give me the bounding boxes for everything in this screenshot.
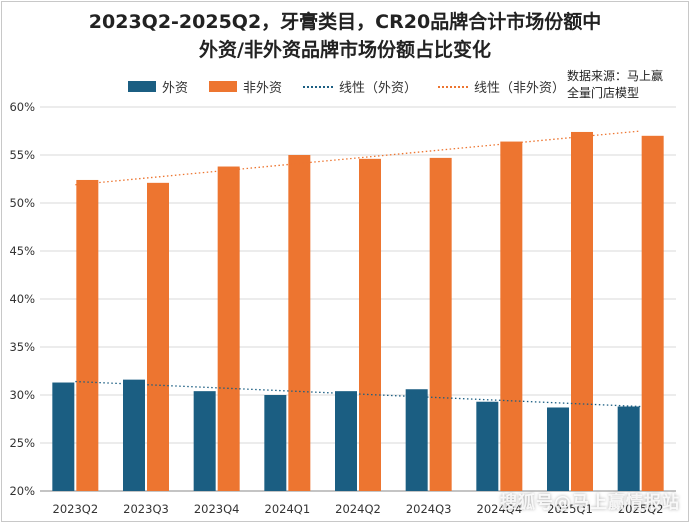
legend-label-trend-domestic: 线性（非外资）: [474, 81, 566, 96]
x-tick-label: 2024Q2: [335, 502, 381, 516]
bar-foreign: [193, 391, 216, 491]
bar-domestic: [500, 141, 523, 491]
bar-domestic: [147, 182, 169, 491]
bar-foreign: [335, 391, 357, 491]
legend-line-trend-foreign: [303, 85, 333, 88]
bar-domestic: [359, 158, 381, 491]
y-tick-label: 35%: [9, 340, 35, 354]
legend-item-trend-foreign: 线性（外资）: [303, 77, 417, 96]
y-tick-label: 45%: [9, 244, 35, 258]
title-line-1: 2023Q2-2025Q2，牙膏类目，CR20品牌合计市场份额中: [88, 11, 602, 33]
source-line-1: 数据来源：马上赢: [567, 69, 664, 83]
legend-item-foreign: 外资: [128, 77, 188, 96]
x-tick-label: 2023Q4: [194, 502, 240, 516]
x-tick-label: 2023Q2: [53, 502, 99, 516]
bar-foreign: [405, 389, 428, 491]
x-tick-label: 2023Q3: [123, 502, 169, 516]
legend-swatch-foreign: [128, 81, 156, 92]
bar-foreign: [547, 407, 569, 491]
x-tick-label: 2024Q4: [477, 502, 523, 516]
bar-foreign: [476, 401, 499, 491]
y-tick-label: 50%: [9, 196, 35, 210]
x-tick-label: 2025Q2: [618, 502, 664, 516]
legend-label-domestic: 非外资: [243, 81, 283, 96]
bar-domestic: [76, 179, 99, 491]
trendline-domestic: [75, 130, 641, 186]
y-tick-label: 55%: [9, 148, 35, 162]
bar-foreign: [52, 382, 75, 491]
x-tick-label: 2024Q1: [265, 502, 311, 516]
source-line-2: 全量门店模型: [567, 86, 640, 100]
data-source-note: 数据来源：马上赢 全量门店模型: [567, 68, 687, 102]
x-tick-label: 2024Q3: [406, 502, 452, 516]
bar-foreign: [264, 395, 287, 491]
title-line-2: 外资/非外资品牌市场份额占比变化: [199, 39, 491, 61]
bars: [52, 131, 664, 492]
legend-item-trend-domestic: 线性（非外资）: [438, 77, 565, 96]
legend-line-trend-domestic: [438, 85, 468, 88]
bar-domestic: [217, 166, 240, 491]
x-tick-label: 2025Q1: [547, 502, 593, 516]
chart-title: 2023Q2-2025Q2，牙膏类目，CR20品牌合计市场份额中 外资/非外资品…: [0, 8, 690, 64]
y-tick-label: 20%: [9, 484, 35, 498]
legend-label-trend-foreign: 线性（外资）: [339, 81, 418, 96]
bar-foreign: [617, 406, 640, 491]
watermark: 搜狐号@马上赢情报站: [500, 493, 680, 513]
legend-item-domestic: 非外资: [209, 77, 282, 96]
bar-domestic: [288, 155, 311, 491]
bar-foreign: [123, 379, 145, 491]
y-tick-label: 30%: [9, 388, 35, 402]
bar-domestic: [641, 135, 664, 492]
legend-swatch-domestic: [209, 81, 237, 92]
y-tick-label: 40%: [9, 292, 35, 306]
y-axis: 20% 25% 30% 35% 40% 45% 50% 55% 60%: [9, 100, 35, 498]
x-axis: 2023Q2 2023Q3 2023Q4 2024Q1 2024Q2 2024Q3 2024…: [53, 502, 664, 516]
bar-domestic: [429, 157, 452, 491]
trendlines: [75, 130, 641, 408]
gridlines: [40, 106, 676, 492]
y-tick-label: 25%: [9, 436, 35, 450]
legend: 外资 非外资 线性（外资） 线性（非外资）: [0, 72, 690, 96]
bar-domestic: [571, 131, 593, 491]
y-tick-label: 60%: [9, 100, 35, 114]
legend-label-foreign: 外资: [162, 81, 189, 96]
